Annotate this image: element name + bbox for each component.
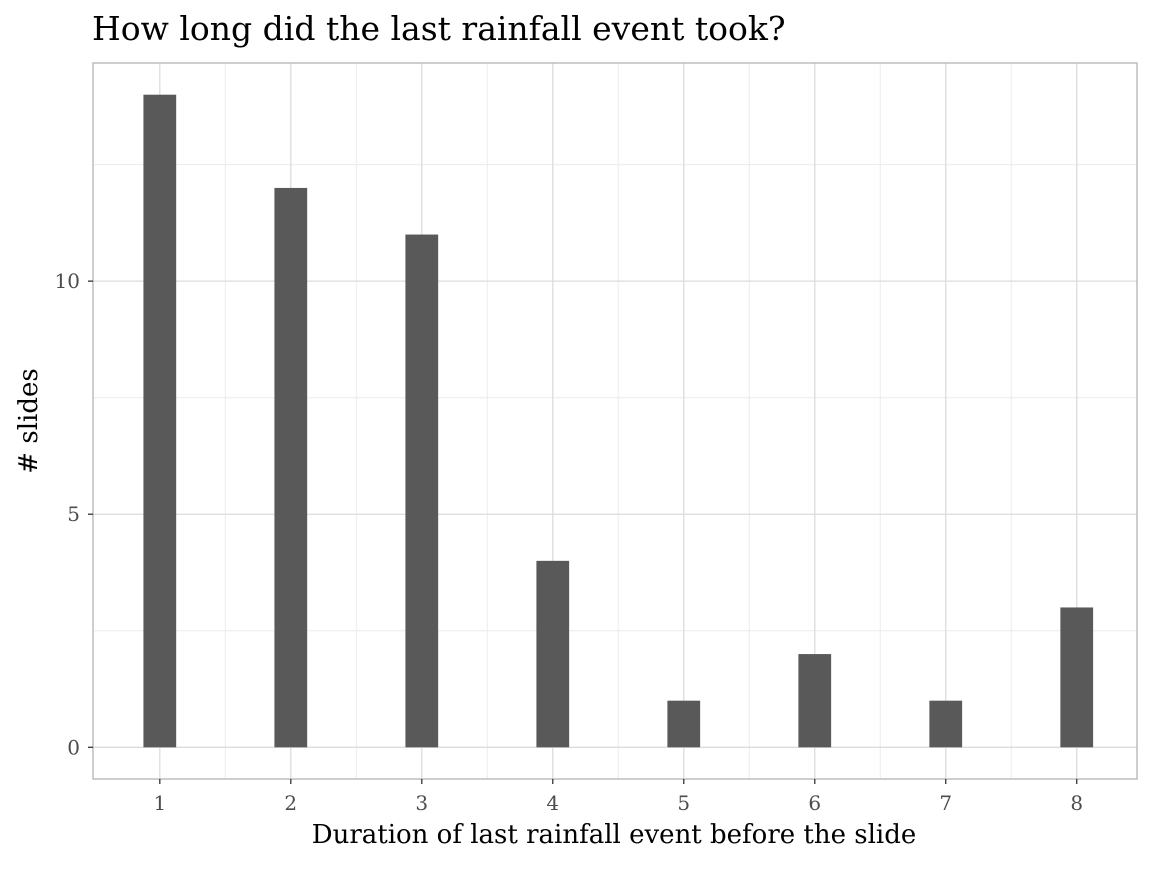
grid-lines	[93, 63, 1137, 779]
y-tick-label: 5	[67, 502, 80, 526]
x-axis-ticks: 1 2 3 4 5 6 7 8	[153, 779, 1083, 815]
bar	[798, 654, 832, 748]
bar	[667, 700, 701, 748]
bar	[1060, 607, 1094, 748]
bar	[274, 187, 308, 748]
x-tick-label: 8	[1070, 791, 1083, 815]
x-tick-label: 2	[284, 791, 297, 815]
x-tick-label: 7	[939, 791, 952, 815]
y-axis-ticks: 0 5 10	[55, 269, 93, 759]
x-tick-label: 1	[153, 791, 166, 815]
panel-border	[92, 62, 1138, 780]
chart-title: How long did the last rainfall event too…	[92, 9, 786, 48]
x-tick-label: 3	[415, 791, 428, 815]
x-tick-label: 5	[677, 791, 690, 815]
x-tick-label: 4	[546, 791, 559, 815]
y-axis-title: # slides	[14, 368, 44, 473]
bar	[143, 94, 177, 748]
x-tick-label: 6	[808, 791, 821, 815]
bar	[405, 234, 439, 748]
y-tick-label: 10	[55, 269, 80, 293]
y-tick-label: 0	[67, 735, 80, 759]
bar	[536, 560, 570, 748]
bars	[143, 94, 1094, 748]
bar	[929, 700, 963, 748]
x-axis-title: Duration of last rainfall event before t…	[312, 820, 917, 850]
